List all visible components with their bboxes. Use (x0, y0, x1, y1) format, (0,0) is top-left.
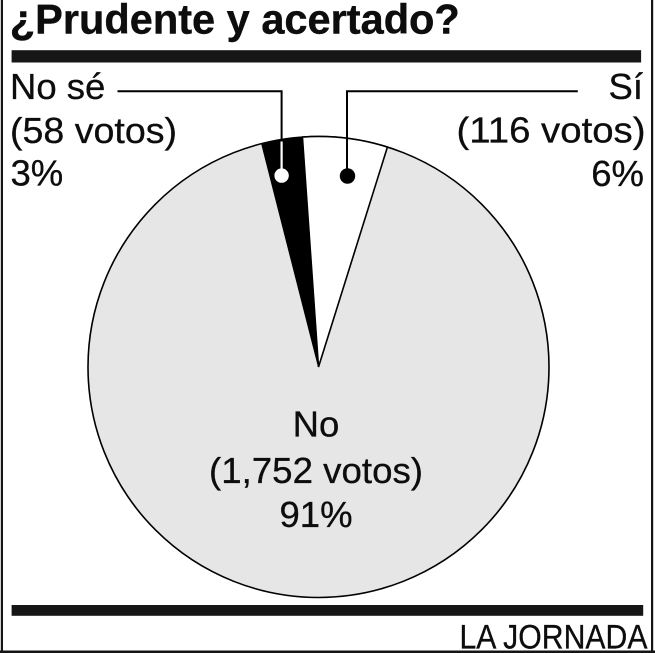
svg-text:LA JORNADA: LA JORNADA (460, 619, 648, 653)
svg-text:¿Prudente y acertado?: ¿Prudente y acertado? (10, 0, 460, 43)
svg-text:Sí: Sí (609, 66, 644, 107)
svg-text:3%: 3% (11, 152, 64, 193)
svg-text:(1,752 votos): (1,752 votos) (209, 450, 423, 491)
svg-text:6%: 6% (591, 153, 644, 194)
svg-text:No: No (293, 404, 340, 445)
svg-text:91%: 91% (279, 494, 352, 535)
svg-text:No sé: No sé (10, 66, 105, 107)
svg-text:(116 votos): (116 votos) (457, 110, 646, 151)
svg-text:(58 votos): (58 votos) (10, 110, 177, 151)
